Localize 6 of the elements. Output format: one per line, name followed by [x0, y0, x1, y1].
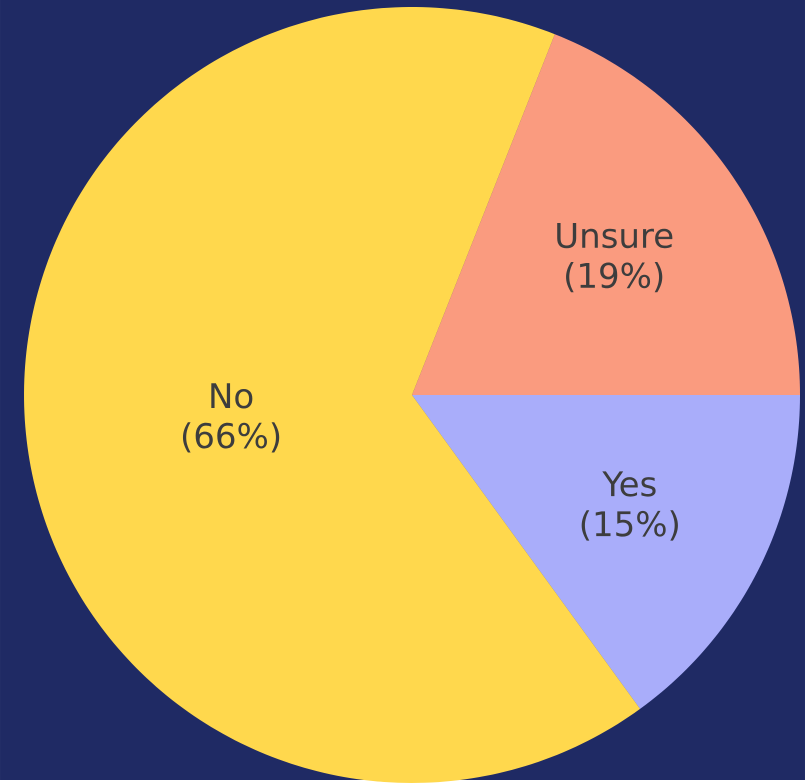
data-label: (15%) [582, 510, 678, 541]
slice-label: No [211, 383, 252, 408]
data-label: (19%) [566, 262, 662, 292]
slice-label: Unsure [557, 222, 672, 248]
data-label: (66%) [182, 422, 280, 452]
slice-label: Yes [602, 471, 656, 497]
